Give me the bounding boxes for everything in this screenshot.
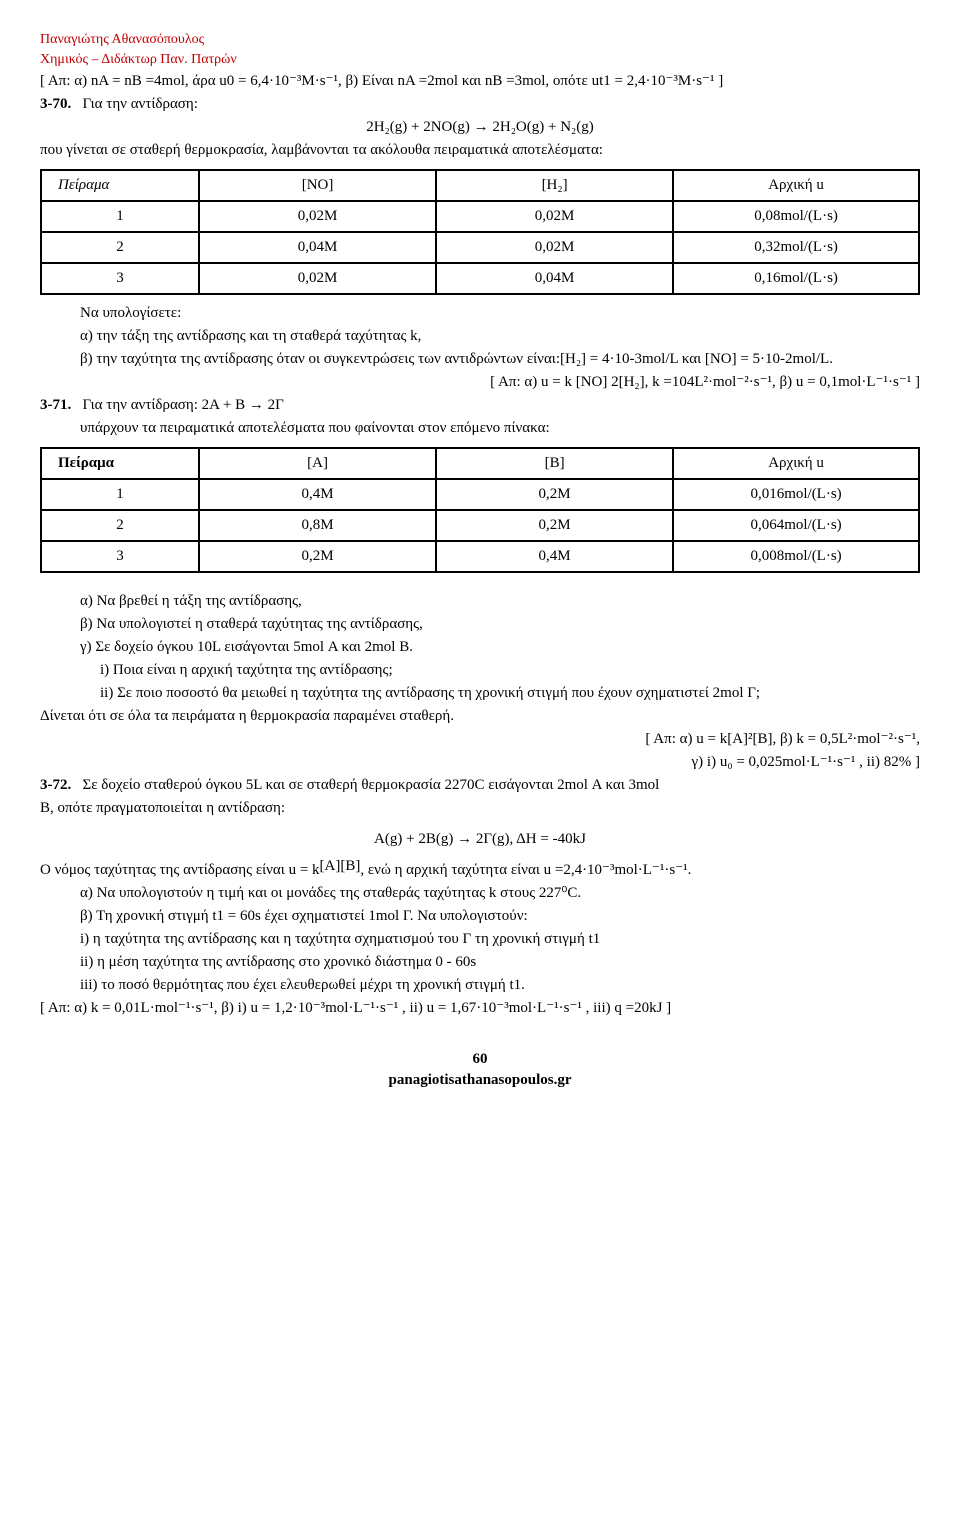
answer-369: [ Απ: α) nA = nB =4mol, άρα u0 = 6,4·10⁻…: [40, 71, 920, 92]
ex-370-num: 3-70.: [40, 96, 71, 112]
ex372-l5: iii) το ποσό θερμότητας που έχει ελευθερ…: [80, 975, 920, 996]
ex-372-text3: Ο νόμος ταχύτητας της αντίδρασης είναι u…: [40, 856, 920, 881]
post371-ans1: [ Απ: α) u = k[A]²[B], β) k = 0,5L²·mol⁻…: [40, 729, 920, 750]
post371-l4: i) Ποια είναι η αρχική ταχύτητα της αντί…: [100, 660, 920, 681]
ex-372-text2: Β, οπότε πραγματοποιείται η αντίδραση:: [40, 798, 920, 819]
ex372-ans: [ Απ: α) k = 0,01L·mol⁻¹·s⁻¹, β) i) u = …: [40, 998, 920, 1019]
post371-l1: α) Να βρεθεί η τάξη της αντίδρασης,: [80, 591, 920, 612]
header-author: Παναγιώτης Αθανασόπουλος: [40, 30, 920, 50]
table-row: 2 0,8M 0,2M 0,064mol/(L·s): [41, 510, 919, 541]
t371-h1: [A]: [199, 448, 436, 479]
post371-l6: Δίνεται ότι σε όλα τα πειράματα η θερμοκ…: [40, 706, 920, 727]
table-row: 2 0,04M 0,02M 0,32mol/(L·s): [41, 232, 919, 263]
post371-l3: γ) Σε δοχείο όγκου 10L εισάγονται 5mol Α…: [80, 637, 920, 658]
ex-370-equation: 2H₂(g) + 2NO(g) → 2H₂O(g) + N₂(g): [40, 117, 920, 138]
ex-372-num: 3-72.: [40, 777, 71, 793]
post371-l5: ii) Σε ποιο ποσοστό θα μειωθεί η ταχύτητ…: [100, 683, 920, 704]
footer: 60 panagiotisathanasopoulos.gr: [40, 1049, 920, 1091]
post371-ans2: γ) i) u₀ = 0,025mol·L⁻¹·s⁻¹ , ii) 82% ]: [40, 752, 920, 773]
t370-h3: Αρχική u: [673, 170, 919, 201]
post370-ans: [ Απ: α) u = k [NO] 2[H₂], k =104L²·mol⁻…: [40, 372, 920, 393]
t371-h3: Αρχική u: [673, 448, 919, 479]
post370-l3: β) την ταχύτητα της αντίδρασης όταν οι σ…: [80, 349, 920, 370]
ex-372-equation: A(g) + 2B(g) → 2Γ(g), ΔΗ = -40kJ: [40, 829, 920, 850]
table-row: 3 0,2M 0,4M 0,008mol/(L·s): [41, 541, 919, 572]
ex372-l3: i) η ταχύτητα της αντίδρασης και η ταχύτ…: [80, 929, 920, 950]
table-371: Πείραμα [A] [Β] Αρχική u 1 0,4M 0,2M 0,0…: [40, 447, 920, 573]
post370-l2: α) την τάξη της αντίδρασης και τη σταθερ…: [80, 326, 920, 347]
ex372-l2: β) Τη χρονική στιγμή t1 = 60s έχει σχημα…: [80, 906, 920, 927]
ex-371-text: Για την αντίδραση: 2A + Β → 2Γ: [83, 397, 284, 413]
footer-url: panagiotisathanasopoulos.gr: [40, 1070, 920, 1091]
ex372-l1: α) Να υπολογιστούν η τιμή και οι μονάδες…: [80, 883, 920, 904]
ex-371-num: 3-71.: [40, 397, 71, 413]
ex372-l4: ii) η μέση ταχύτητα της αντίδρασης στο χ…: [80, 952, 920, 973]
header-title: Χημικός – Διδάκτωρ Παν. Πατρών: [40, 50, 920, 70]
t370-h0: Πείραμα: [41, 170, 199, 201]
ex-370-text: Για την αντίδραση:: [83, 96, 198, 112]
t370-h2: [H₂]: [436, 170, 673, 201]
table-row: 1 0,4M 0,2M 0,016mol/(L·s): [41, 479, 919, 510]
post370-l1: Να υπολογίσετε:: [80, 303, 920, 324]
post371-l2: β) Να υπολογιστεί η σταθερά ταχύτητας τη…: [80, 614, 920, 635]
ex-370-text2: που γίνεται σε σταθερή θερμοκρασία, λαμβ…: [40, 140, 920, 161]
t371-h2: [Β]: [436, 448, 673, 479]
t371-h0: Πείραμα: [41, 448, 199, 479]
page-number: 60: [40, 1049, 920, 1070]
table-row: 3 0,02M 0,04M 0,16mol/(L·s): [41, 263, 919, 294]
table-370: Πείραμα [NO] [H₂] Αρχική u 1 0,02M 0,02M…: [40, 169, 920, 295]
table-row: 1 0,02M 0,02M 0,08mol/(L·s): [41, 201, 919, 232]
ex-372-text: Σε δοχείο σταθερού όγκου 5L και σε σταθε…: [83, 777, 660, 793]
t370-h1: [NO]: [199, 170, 436, 201]
ex-371-text2: υπάρχουν τα πειραματικά αποτελέσματα που…: [80, 418, 920, 439]
